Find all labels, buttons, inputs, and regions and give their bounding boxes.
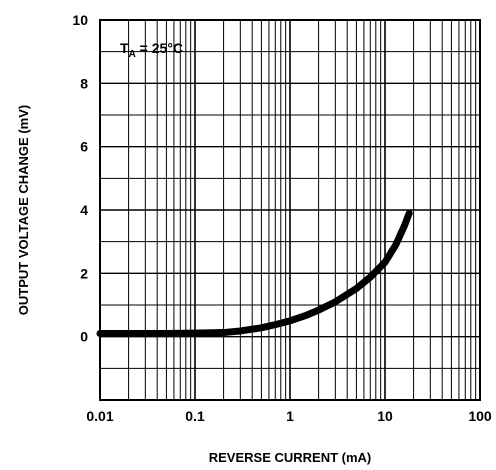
- x-tick-label: 10: [377, 408, 393, 424]
- y-tick-label: 0: [80, 329, 88, 345]
- annotation-subscript: A: [129, 49, 136, 60]
- grid: [100, 20, 480, 400]
- x-tick-label: 100: [468, 408, 492, 424]
- y-tick-label: 10: [72, 12, 88, 28]
- x-tick-label: 1: [286, 408, 294, 424]
- y-tick-label: 8: [80, 75, 88, 91]
- x-axis-label: REVERSE CURRENT (mA): [209, 450, 372, 465]
- y-tick-label: 4: [80, 202, 88, 218]
- y-axis-label: OUTPUT VOLTAGE CHANGE (mV): [16, 105, 31, 315]
- temperature-annotation: TA = 25°C: [120, 40, 183, 60]
- y-tick-label: 2: [80, 265, 88, 281]
- x-tick-label: 0.01: [86, 408, 113, 424]
- annotation-text: = 25°C: [136, 40, 183, 56]
- series-line: [96, 209, 413, 337]
- annotation-label: T: [120, 40, 129, 56]
- x-tick-label: 0.1: [185, 408, 205, 424]
- y-tick-label: 6: [80, 139, 88, 155]
- tick-labels: 0.01 0.1 1 10 100 0 2 4 6 8 10: [72, 12, 491, 424]
